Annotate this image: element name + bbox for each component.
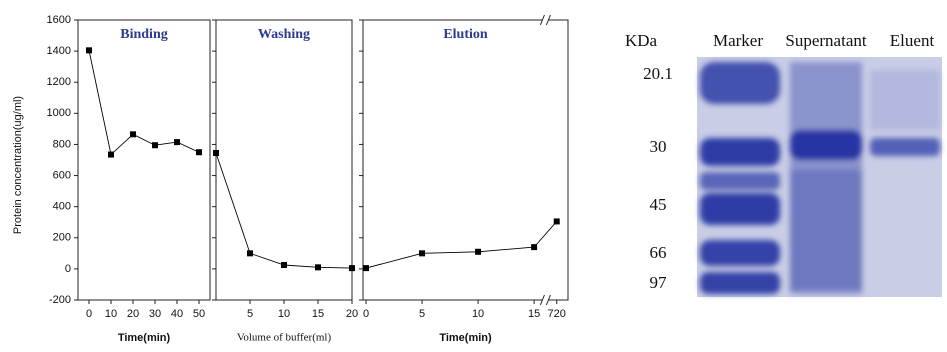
- plot-frame: [363, 20, 568, 300]
- plot-frame: [216, 20, 352, 300]
- marker-label: 20.1: [643, 64, 673, 83]
- x-tick-label: 0: [86, 308, 92, 320]
- lane-label: Supernatant: [785, 31, 866, 50]
- data-line: [216, 153, 352, 268]
- x-tick-label: 20: [346, 308, 358, 320]
- data-point: [213, 150, 219, 156]
- y-tick-label: 400: [53, 201, 71, 213]
- data-point: [363, 265, 369, 271]
- data-point: [315, 264, 321, 270]
- data-point: [247, 250, 253, 256]
- marker-label: 66: [650, 243, 667, 262]
- x-tick-label: 30: [149, 308, 161, 320]
- data-point: [86, 47, 92, 53]
- x-tick-label: 5: [419, 308, 425, 320]
- data-point: [531, 244, 537, 250]
- data-point: [554, 218, 560, 224]
- y-tick-label: 0: [65, 263, 71, 275]
- data-point: [108, 152, 114, 158]
- x-tick-label: 720: [548, 308, 566, 320]
- y-tick-label: 1000: [47, 107, 71, 119]
- x-tick-label: 10: [105, 308, 117, 320]
- panel-title: Binding: [120, 27, 167, 42]
- lane-label: Eluent: [890, 31, 935, 50]
- x-tick-label: 5: [247, 308, 253, 320]
- panel-title: Washing: [258, 27, 310, 42]
- x-tick-label: 50: [193, 308, 205, 320]
- x-tick-label: 15: [528, 308, 540, 320]
- marker-label: 97: [650, 273, 668, 292]
- y-axis-label: Protein concentration(ug/ml): [12, 96, 24, 234]
- x-tick-label: 40: [171, 308, 183, 320]
- y-tick-label: 1200: [47, 76, 71, 88]
- marker-label: 45: [650, 195, 667, 214]
- data-point: [419, 250, 425, 256]
- x-tick-label: 20: [127, 308, 139, 320]
- y-tick-label: 600: [53, 169, 71, 181]
- y-tick-label: 200: [53, 232, 71, 244]
- x-axis-label: Time(min): [439, 332, 492, 344]
- y-tick-label: 1600: [47, 14, 71, 26]
- gel: KDa Marker Supernatant Eluent 20.1 30 45 66 97: [625, 31, 942, 297]
- x-tick-label: 10: [472, 308, 484, 320]
- data-point: [196, 149, 202, 155]
- x-axis-label: Time(min): [118, 332, 171, 344]
- x-tick-label: 10: [278, 308, 290, 320]
- x-tick-label: 0: [363, 308, 369, 320]
- data-point: [349, 265, 355, 271]
- y-tick-label: 800: [53, 138, 71, 150]
- data-line: [366, 221, 557, 268]
- data-point: [152, 142, 158, 148]
- gel-unit: KDa: [625, 31, 658, 50]
- marker-label: 30: [650, 137, 667, 156]
- lane-label: Marker: [713, 31, 763, 50]
- x-axis-label: Volume of buffer(ml): [237, 332, 332, 344]
- x-tick-label: 15: [312, 308, 324, 320]
- data-point: [130, 131, 136, 137]
- data-point: [281, 262, 287, 268]
- data-point: [174, 139, 180, 145]
- data-line: [89, 50, 199, 154]
- panel-title: Elution: [443, 27, 488, 42]
- plot-frame: [78, 20, 210, 300]
- y-tick-label: 1400: [47, 45, 71, 57]
- figure: KDa MarkerSupernatantEluent20.130456697 …: [0, 0, 947, 352]
- y-tick-label: -200: [49, 294, 71, 306]
- data-point: [475, 249, 481, 255]
